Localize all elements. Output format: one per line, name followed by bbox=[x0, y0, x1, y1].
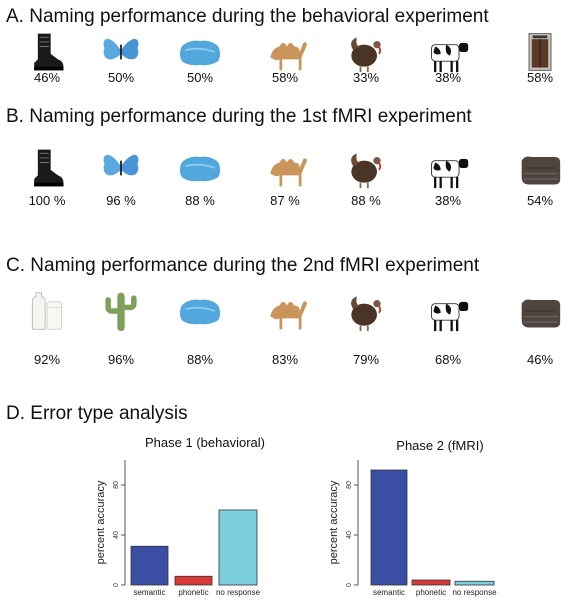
y-tick-label: 0 bbox=[113, 583, 120, 587]
naming-percent: 92% bbox=[33, 352, 61, 367]
naming-percent: 50% bbox=[186, 70, 214, 85]
naming-percent: 46% bbox=[526, 352, 554, 367]
y-tick-label: 0 bbox=[346, 583, 353, 587]
y-axis-label: percent accuracy bbox=[328, 480, 340, 564]
turkey-icon bbox=[351, 153, 382, 189]
y-tick-label: 40 bbox=[113, 531, 120, 539]
blanket-icon bbox=[521, 299, 561, 328]
camel-icon bbox=[270, 42, 307, 71]
boot-icon bbox=[34, 33, 64, 71]
naming-percent: 88% bbox=[186, 352, 214, 367]
naming-percent: 58% bbox=[526, 70, 554, 85]
naming-percent: 38% bbox=[434, 193, 462, 208]
naming-percent: 88 % bbox=[351, 193, 381, 208]
naming-percent: 33% bbox=[352, 70, 380, 85]
cactus-icon bbox=[105, 292, 137, 332]
pillow-icon bbox=[179, 299, 221, 325]
camel-icon bbox=[270, 301, 307, 330]
y-tick-label: 80 bbox=[346, 481, 353, 489]
chart-1-title: Phase 1 (behavioral) bbox=[145, 435, 265, 450]
bar-semantic bbox=[370, 469, 408, 586]
naming-percent: 96% bbox=[107, 352, 135, 367]
y-tick-label: 80 bbox=[113, 481, 120, 489]
x-tick-label: phonetic bbox=[178, 588, 208, 597]
naming-percent: 50% bbox=[107, 70, 135, 85]
turkey-icon bbox=[351, 37, 382, 73]
milk-icon bbox=[31, 292, 63, 330]
naming-percent: 68% bbox=[434, 352, 462, 367]
x-tick-label: semantic bbox=[133, 588, 165, 597]
camel-icon bbox=[270, 158, 307, 187]
naming-percent: 88 % bbox=[185, 193, 215, 208]
butterfly-icon bbox=[103, 38, 139, 60]
naming-percent: 87 % bbox=[270, 193, 300, 208]
butterfly-icon bbox=[103, 154, 139, 176]
naming-percent: 58% bbox=[271, 70, 299, 85]
chart-2-title: Phase 2 (fMRI) bbox=[396, 438, 484, 453]
bar-phonetic bbox=[411, 579, 451, 586]
bar-no-response bbox=[454, 580, 495, 586]
naming-percent: 38% bbox=[434, 70, 462, 85]
x-tick-label: no response bbox=[452, 588, 497, 597]
naming-percent: 100 % bbox=[28, 193, 66, 208]
bar-phonetic bbox=[174, 575, 213, 586]
blanket-icon bbox=[521, 156, 561, 185]
section-c-title: C. Naming performance during the 2nd fMR… bbox=[6, 255, 480, 276]
naming-percent: 79% bbox=[352, 352, 380, 367]
section-d-title: D. Error type analysis bbox=[6, 403, 188, 424]
turkey-icon bbox=[351, 296, 382, 332]
cow-icon bbox=[431, 158, 469, 189]
y-axis-label: percent accuracy bbox=[95, 480, 107, 564]
pillow-icon bbox=[179, 156, 221, 182]
bar-no-response bbox=[218, 509, 258, 586]
section-b-title: B. Naming performance during the 1st fMR… bbox=[6, 106, 472, 127]
section-a-title: A. Naming performance during the behavio… bbox=[6, 6, 489, 27]
x-tick-label: semantic bbox=[373, 588, 405, 597]
bar-semantic bbox=[130, 545, 169, 586]
x-tick-label: phonetic bbox=[416, 588, 446, 597]
elevator-icon bbox=[528, 33, 552, 71]
y-tick-label: 40 bbox=[346, 531, 353, 539]
cow-icon bbox=[431, 42, 469, 73]
phase2-bar-chart: 0 40 80 percent accuracy semantic phonetic no … bbox=[328, 460, 497, 597]
naming-percent: 54% bbox=[526, 193, 554, 208]
x-tick-label: no response bbox=[216, 588, 261, 597]
phase1-bar-chart: 0 40 80 percent accuracy semantic phonetic no … bbox=[95, 460, 261, 597]
pillow-icon bbox=[179, 40, 221, 66]
boot-icon bbox=[34, 149, 64, 187]
naming-percent: 46% bbox=[33, 70, 61, 85]
cow-icon bbox=[431, 301, 469, 332]
naming-percent: 83% bbox=[271, 352, 299, 367]
naming-percent: 96 % bbox=[106, 193, 136, 208]
